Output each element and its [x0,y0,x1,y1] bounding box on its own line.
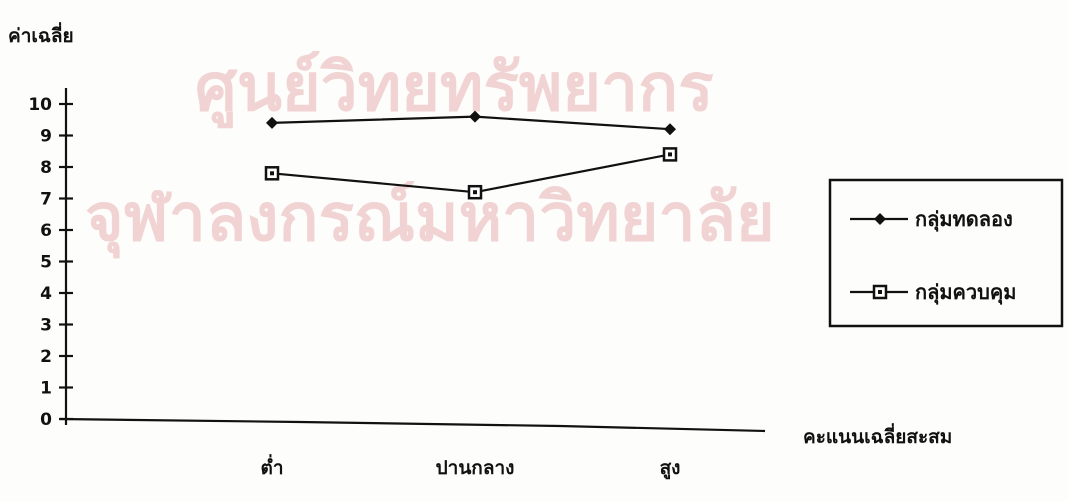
diamond-marker [469,110,481,123]
diamond-marker [874,213,886,225]
legend-entry-label: กลุ่มทดลอง [915,207,1013,232]
y-tick-label: 9 [40,127,52,147]
y-tick-label: 0 [40,410,52,430]
y-tick-label: 3 [40,316,52,336]
y-tick-label: 2 [40,347,52,367]
y-tick-label: 1 [40,379,52,399]
y-tick-label: 4 [40,284,52,304]
diamond-marker [664,123,676,136]
y-tick-label: 5 [40,253,52,273]
y-tick-label: 6 [40,221,52,241]
square-marker-center [473,190,477,195]
y-axis-label: ค่าเฉลี่ย [8,22,74,47]
x-axis [59,417,766,433]
y-tick-label: 10 [28,95,52,115]
y-tick-label: 7 [40,190,52,210]
square-marker-center [668,152,672,157]
x-category-label: ปานกลาง [436,457,515,479]
watermark-line-1: ศูนย์วิทยทรัพยากร [195,49,714,129]
square-marker-center [270,171,274,176]
square-marker-center [878,290,882,294]
diamond-marker [266,116,278,129]
legend-entry-label: กลุ่มควบคุม [915,280,1016,305]
x-category-label: สูง [660,457,681,480]
x-category-label: ต่ำ [260,454,283,479]
y-tick-label: 8 [40,158,52,178]
legend-box [828,178,1064,328]
x-axis-label: คะแนนเฉลี่ยสะสม [803,423,952,448]
watermark-line-2: จุฬาลงกรณ์มหาวิทยาลัย [85,179,775,259]
